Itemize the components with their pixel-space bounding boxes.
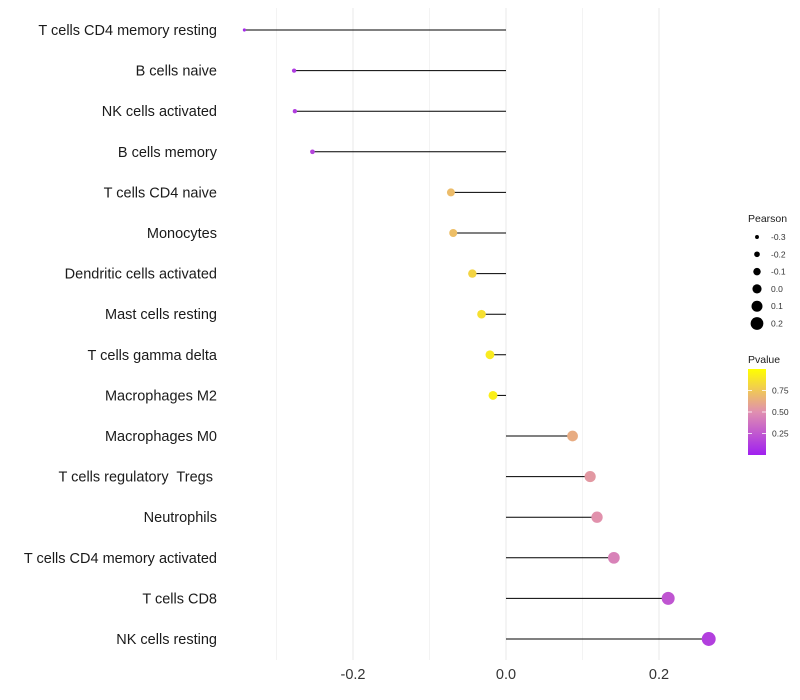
category-label: NK cells resting	[116, 632, 217, 648]
category-label: Dendritic cells activated	[65, 267, 217, 283]
x-axis-ticks: -0.2 0.0 0.2	[341, 667, 670, 683]
category-label: T cells gamma delta	[88, 348, 218, 364]
stem-layer	[244, 29, 709, 640]
x-tick-label: 0.2	[649, 667, 669, 683]
lollipop-point	[242, 28, 246, 32]
size-legend-label: 0.1	[771, 301, 783, 311]
lollipop-point	[584, 471, 596, 483]
size-legend-label: -0.1	[771, 267, 786, 277]
lollipop-point	[292, 109, 298, 114]
category-label: Macrophages M0	[105, 429, 217, 445]
color-legend-label: 0.75	[772, 386, 789, 396]
lollipop-point	[567, 430, 578, 442]
x-tick-label: 0.0	[496, 667, 516, 683]
size-legend-key	[751, 300, 763, 312]
color-legend-bar	[748, 369, 766, 455]
category-label: Mast cells resting	[105, 307, 217, 323]
category-label: T cells CD4 naive	[104, 185, 217, 201]
legend: Pearson -0.3 -0.2 -0.1 0.0 0.1 0.2 Pvalue 0.25 0.…	[748, 213, 789, 455]
category-label: T cells CD4 memory resting	[38, 23, 217, 39]
lollipop-point	[291, 68, 297, 73]
size-legend-label: 0.0	[771, 284, 783, 294]
point-layer	[242, 28, 716, 646]
category-label: T cells regulatory Tregs	[59, 470, 218, 486]
lollipop-point	[446, 188, 455, 197]
lollipop-point	[488, 390, 498, 400]
category-label: Monocytes	[147, 226, 217, 242]
size-legend-title: Pearson	[748, 213, 787, 225]
lollipop-point	[591, 511, 603, 523]
size-legend-key	[755, 235, 759, 239]
lollipop-point	[701, 632, 716, 646]
category-label: B cells memory	[118, 145, 218, 161]
size-legend-label: -0.2	[771, 249, 786, 259]
size-legend-key	[753, 267, 761, 276]
grid-layer	[276, 8, 660, 660]
lollipop-point	[477, 309, 486, 319]
lollipop-point	[608, 551, 620, 564]
lollipop-point	[485, 350, 495, 360]
color-legend-label: 0.25	[772, 429, 789, 439]
x-tick-label: -0.2	[341, 667, 366, 683]
lollipop-point	[661, 591, 675, 605]
category-label: Macrophages M2	[105, 388, 217, 404]
size-legend-key	[754, 251, 760, 258]
size-legend-key	[752, 284, 762, 294]
size-legend-label: -0.3	[771, 232, 786, 242]
lollipop-point	[449, 229, 458, 237]
size-legend-key	[750, 317, 764, 330]
color-legend-title: Pvalue	[748, 354, 780, 366]
category-label: NK cells activated	[102, 104, 217, 120]
category-label: Neutrophils	[144, 510, 217, 526]
lollipop-point	[468, 269, 477, 278]
category-label: T cells CD4 memory activated	[24, 551, 217, 567]
y-axis-labels: T cells CD4 memory resting B cells naive N…	[24, 23, 218, 648]
size-legend-label: 0.2	[771, 319, 783, 329]
category-label: T cells CD8	[142, 591, 217, 607]
lollipop-point	[310, 149, 315, 155]
category-label: B cells naive	[136, 64, 217, 80]
color-legend-label: 0.50	[772, 407, 789, 417]
